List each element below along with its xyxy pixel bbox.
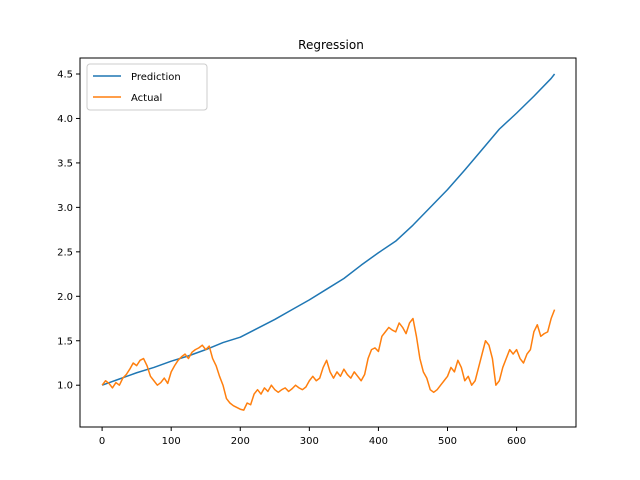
y-tick-label: 3.0: [57, 203, 73, 214]
x-axis: 0 100 200 300 400 500 600: [99, 427, 526, 447]
series-layer: [101, 73, 556, 411]
y-axis: 1.0 1.5 2.0 2.5 3.0 3.5 4.0 4.5: [57, 70, 80, 392]
y-tick-label: 1.5: [57, 336, 73, 347]
series-line-actual: [101, 309, 556, 411]
legend-label: Prediction: [131, 72, 181, 83]
y-tick-label: 4.0: [57, 114, 73, 125]
legend: Prediction Actual: [86, 63, 208, 111]
legend-label: Actual: [131, 93, 162, 104]
y-tick-label: 3.5: [57, 158, 73, 169]
x-tick-label: 500: [438, 436, 457, 447]
y-tick-label: 1.0: [57, 381, 73, 392]
y-tick-label: 2.5: [57, 247, 73, 258]
x-tick-label: 300: [300, 436, 319, 447]
y-tick-label: 2.0: [57, 292, 73, 303]
y-tick-label: 4.5: [57, 70, 73, 81]
x-tick-label: 400: [369, 436, 388, 447]
x-tick-label: 0: [99, 436, 105, 447]
x-tick-label: 100: [162, 436, 181, 447]
plot-frame: [79, 57, 577, 428]
x-tick-label: 200: [231, 436, 250, 447]
chart-title: Regression: [298, 38, 364, 52]
x-tick-label: 600: [507, 436, 526, 447]
